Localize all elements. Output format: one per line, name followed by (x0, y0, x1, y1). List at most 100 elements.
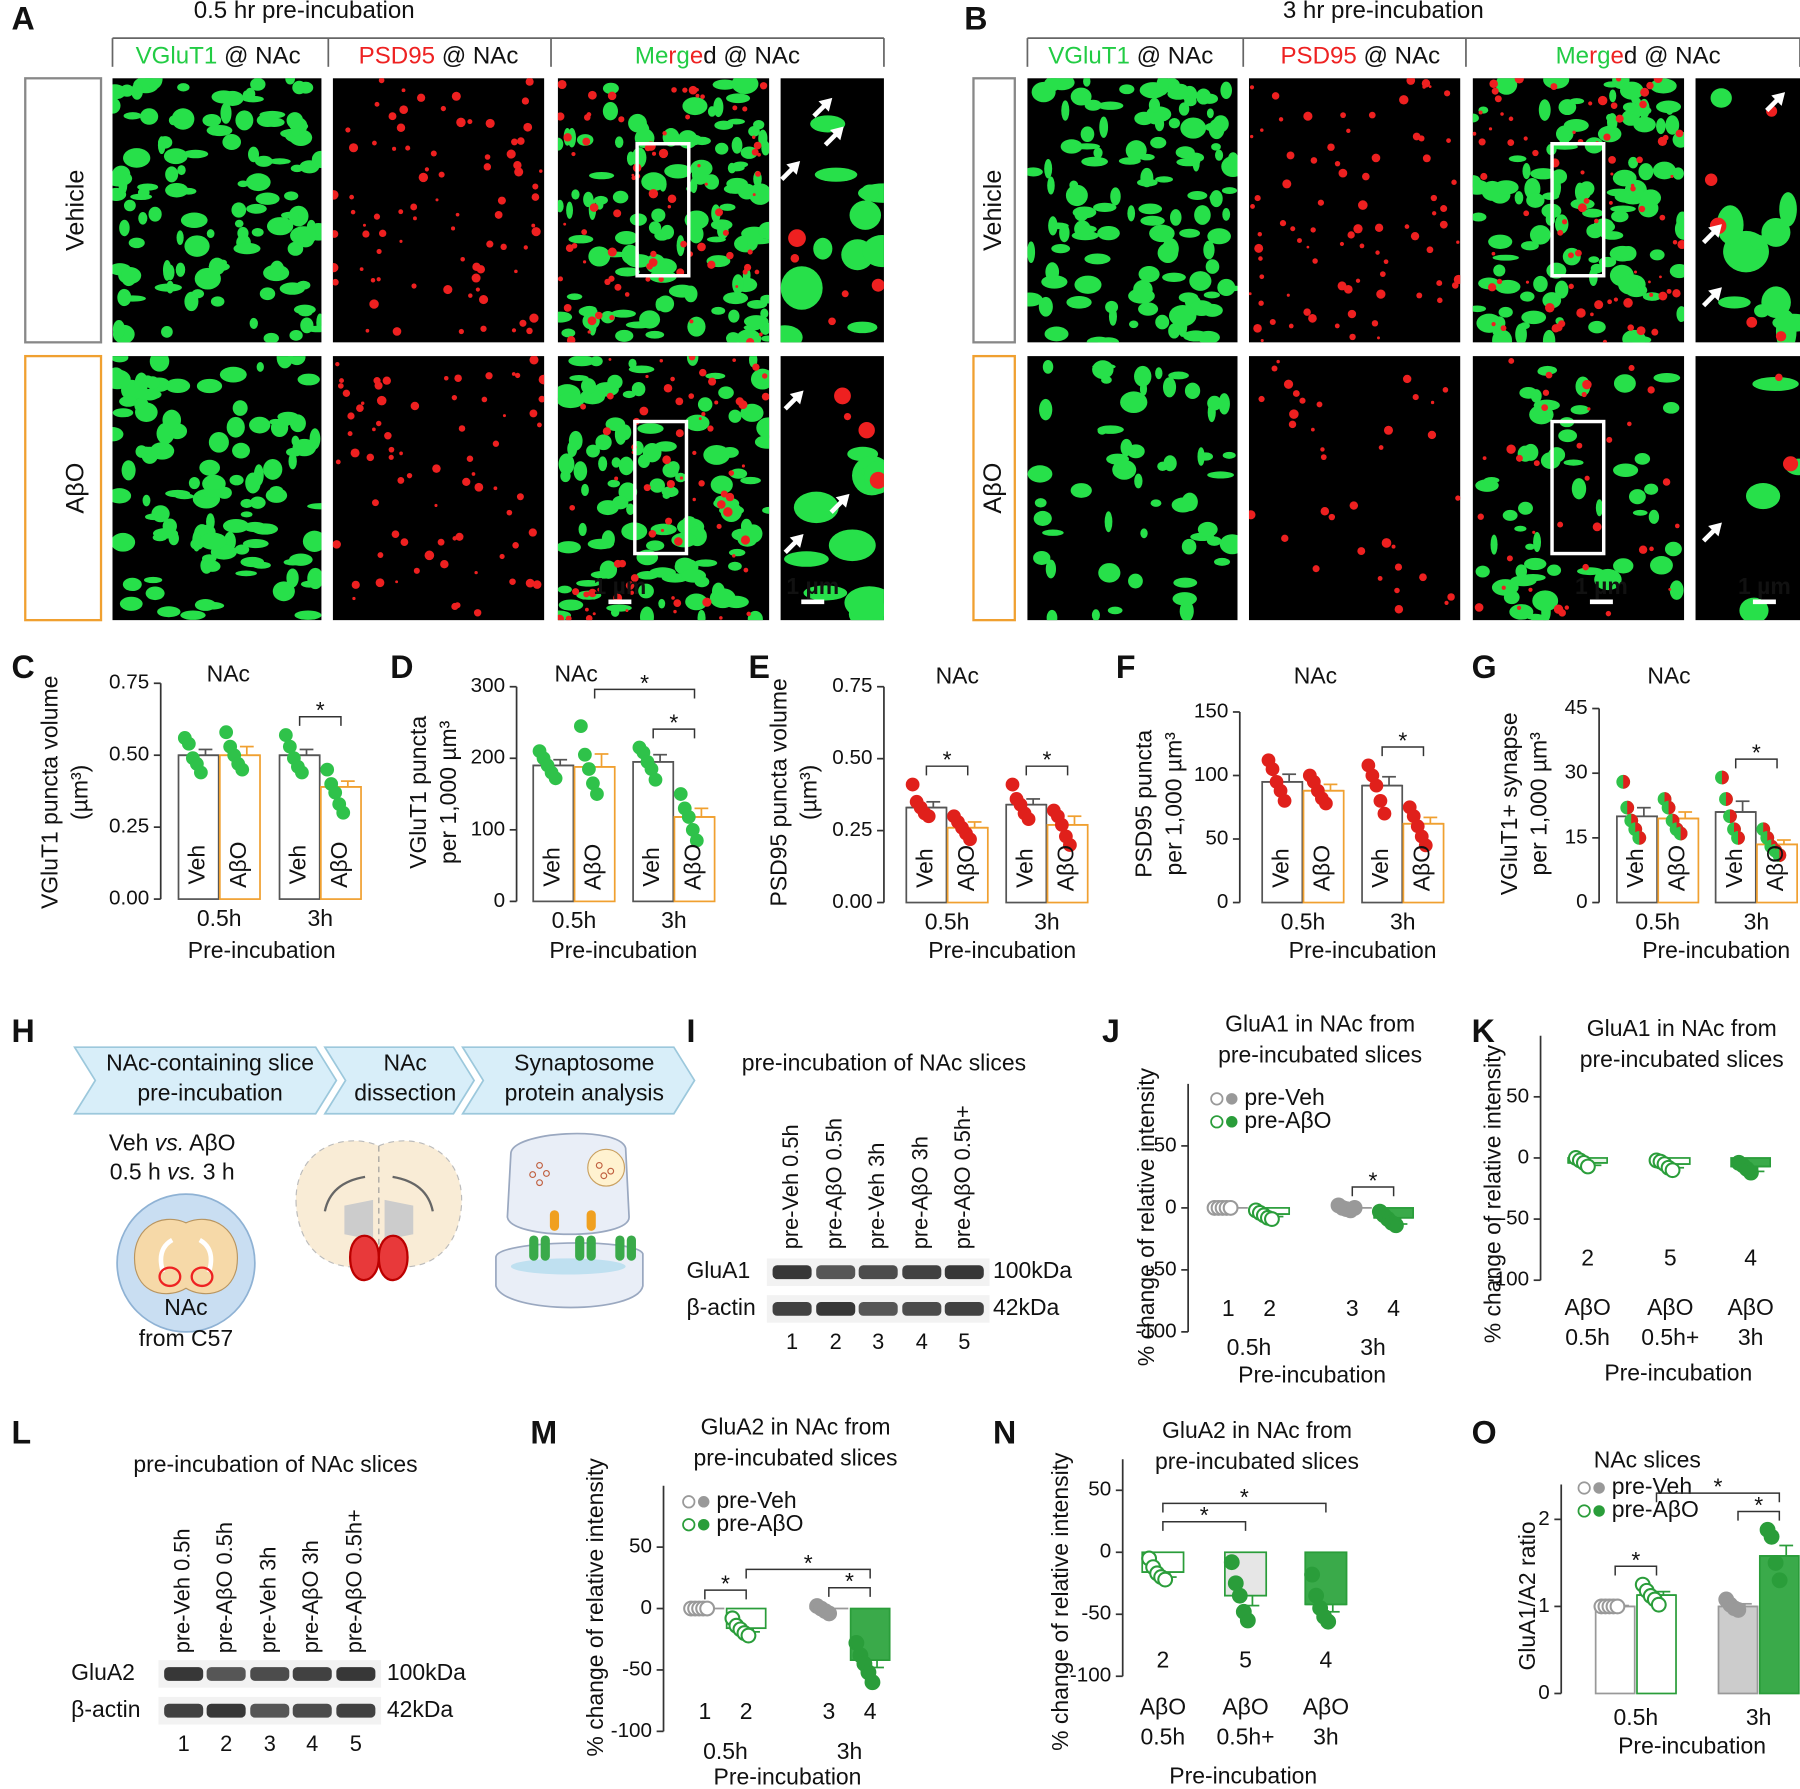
puncta (1218, 393, 1230, 415)
puncta (673, 599, 682, 607)
protein-label: GluA2 (71, 1659, 135, 1685)
puncta (511, 328, 517, 333)
data-point (181, 736, 196, 751)
puncta (1249, 85, 1255, 90)
bar (177, 754, 220, 900)
puncta (613, 559, 622, 568)
puncta (697, 163, 701, 168)
puncta (1168, 323, 1181, 339)
puncta (587, 316, 597, 326)
lane-number: 2 (220, 1731, 232, 1756)
puncta (1582, 563, 1589, 571)
puncta (1602, 339, 1608, 343)
puncta (531, 227, 541, 237)
puncta (1271, 92, 1280, 100)
puncta (557, 311, 573, 323)
y-axis-label: VGluT1+ synapse (1496, 712, 1522, 895)
puncta (568, 356, 596, 367)
puncta (728, 409, 742, 423)
puncta (1391, 544, 1396, 549)
puncta (1559, 127, 1570, 147)
puncta (365, 328, 370, 333)
puncta (369, 299, 379, 309)
puncta (1343, 284, 1353, 294)
puncta (743, 567, 749, 573)
band (816, 1302, 856, 1316)
puncta (538, 395, 545, 403)
puncta (332, 230, 339, 238)
puncta (1422, 154, 1431, 163)
puncta (1632, 509, 1648, 516)
puncta (175, 262, 186, 277)
puncta (742, 269, 748, 275)
data-point (582, 762, 596, 776)
puncta (1636, 326, 1646, 336)
puncta (605, 417, 626, 432)
bar-label: Veh (1721, 848, 1747, 888)
puncta (1515, 564, 1528, 579)
puncta (1410, 231, 1420, 241)
data-point (1265, 762, 1280, 777)
puncta (1359, 243, 1365, 249)
row-label: AβO (979, 463, 1007, 514)
puncta (245, 87, 256, 101)
bar-label: Veh (911, 848, 937, 888)
bar-number: 1 (698, 1698, 711, 1724)
column-header: PSD95 @ NAc (359, 43, 519, 70)
chart-title: NAc (1294, 663, 1337, 689)
puncta (622, 390, 636, 399)
puncta (240, 498, 254, 508)
puncta (272, 581, 295, 602)
puncta (1316, 401, 1323, 408)
legend-label: pre-AβO (1244, 1107, 1331, 1133)
puncta (1093, 202, 1117, 212)
y-tick-label: 45 (1565, 696, 1588, 719)
puncta (1259, 274, 1265, 280)
puncta (1383, 425, 1393, 435)
puncta (1752, 376, 1799, 392)
data-point (1743, 1164, 1759, 1181)
step-label: protein analysis (505, 1079, 664, 1105)
puncta (614, 476, 619, 481)
x-tick-label: 0.5h (1635, 908, 1680, 934)
puncta (682, 87, 688, 93)
puncta (281, 211, 300, 219)
data-point-half (1721, 770, 1729, 785)
puncta (112, 427, 124, 442)
puncta (860, 184, 879, 202)
puncta (1775, 373, 1783, 382)
puncta (1066, 296, 1092, 309)
puncta (1278, 117, 1284, 122)
puncta (1368, 111, 1376, 119)
puncta (525, 578, 535, 588)
puncta (1676, 211, 1685, 230)
puncta (643, 484, 651, 492)
puncta (843, 412, 852, 421)
puncta (1507, 139, 1515, 146)
x-axis-label: Pre-incubation (714, 1763, 862, 1789)
puncta (348, 143, 359, 153)
puncta (537, 422, 542, 428)
step-label: Synaptosome (514, 1049, 654, 1075)
puncta (557, 392, 585, 409)
dissected-nac (348, 1234, 409, 1282)
puncta (1474, 603, 1484, 612)
puncta (1557, 521, 1564, 528)
puncta (1378, 445, 1384, 450)
condition-part: vs. (155, 1130, 184, 1156)
puncta (732, 274, 744, 295)
puncta (602, 101, 618, 121)
puncta (1482, 456, 1487, 461)
puncta (588, 246, 611, 267)
significance-label: * (640, 670, 649, 696)
puncta (219, 366, 247, 383)
bar-number: 5 (1239, 1646, 1252, 1672)
puncta (558, 453, 575, 475)
puncta (761, 373, 768, 379)
x-tick-label: 3h (1313, 1723, 1339, 1749)
puncta (698, 480, 705, 487)
puncta (1075, 225, 1097, 234)
puncta (1472, 212, 1487, 222)
data-point (586, 776, 600, 791)
puncta (206, 229, 215, 238)
